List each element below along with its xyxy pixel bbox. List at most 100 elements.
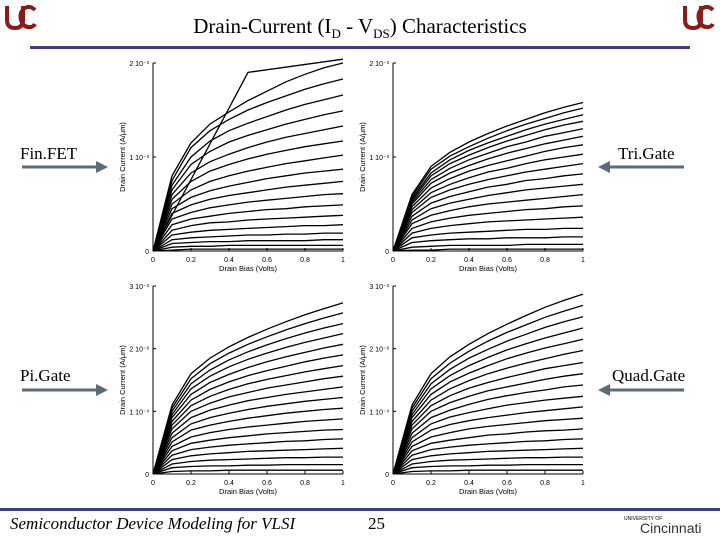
course-title: Semiconductor Device Modeling for VLSI: [10, 514, 296, 533]
iv-curve: [392, 438, 584, 475]
uc-logo-right: [683, 4, 715, 31]
arrow-left-icon: [598, 384, 684, 396]
iv-curve: [392, 327, 584, 475]
iv-curve: [152, 375, 344, 475]
y-axis-label: Drain Current (A/μm): [118, 122, 127, 192]
arrow-right-icon: [22, 161, 108, 173]
x-tick-label: 0.8: [540, 480, 550, 487]
iv-curve: [392, 153, 584, 252]
iv-curve: [152, 396, 344, 475]
iv-curve: [152, 456, 343, 475]
y-tick-label: 0: [385, 249, 389, 256]
arrow-left-icon: [598, 161, 684, 173]
iv-curve: [392, 183, 584, 252]
x-tick-label: 0.8: [300, 480, 310, 487]
x-tick-label: 1: [581, 257, 585, 264]
iv-curve: [392, 243, 583, 252]
y-tick-label: 1 10⁻³: [129, 409, 149, 416]
iv-curve: [392, 236, 583, 252]
iv-curve: [152, 463, 343, 475]
x-axis-label: Drain Bias (Volts): [459, 487, 517, 496]
iv-curve: [392, 193, 584, 252]
y-tick-label: 0: [385, 472, 389, 479]
y-tick-label: 1 10⁻³: [129, 155, 149, 162]
y-tick-label: 1 10⁻³: [369, 155, 389, 162]
cincinnati-logo: UNIVERSITY OF Cincinnati: [624, 516, 702, 536]
iv-curve: [152, 168, 344, 252]
x-tick-label: 0.6: [262, 480, 272, 487]
iv-curve: [392, 428, 584, 475]
iv-curve: [392, 463, 583, 475]
iv-curve: [152, 447, 344, 475]
iv-curve: [392, 417, 584, 475]
iv-curve: [392, 406, 584, 475]
iv-curve: [392, 316, 584, 475]
chart-finfet: 0 0.2 0.4 0.6 0.8 1 0 1 10⁻³ 2 10⁻³ Drain Bias (V…: [118, 58, 345, 273]
iv-curve: [392, 304, 584, 475]
iv-curve: [392, 349, 584, 475]
x-tick-label: 0.4: [464, 480, 474, 487]
iv-curve: [392, 128, 584, 252]
chart-pigate: 0 0.2 0.4 0.6 0.8 1 0 1 10⁻³ 2 10⁻³ 3 10⁻³ Drain B…: [118, 284, 345, 496]
iv-curve: [392, 384, 584, 475]
x-tick-label: 0: [391, 257, 395, 264]
chart-quadgate: 0 0.2 0.4 0.6 0.8 1 0 1 10⁻³ 2 10⁻³ 3 10⁻³ Drain B…: [358, 284, 585, 496]
iv-curve: [392, 227, 583, 252]
y-axis-label: Drain Current (A/μm): [118, 345, 127, 415]
x-tick-label: 0.4: [224, 257, 234, 264]
y-tick-label: 1 10⁻³: [369, 409, 389, 416]
iv-curve: [152, 418, 344, 475]
y-axis-label: Drain Current (A/μm): [358, 122, 367, 192]
iv-curve: [152, 78, 344, 252]
iv-curve: [392, 447, 584, 475]
iv-curve: [392, 216, 584, 252]
iv-curve: [392, 469, 583, 475]
iv-curve: [152, 125, 344, 252]
iv-curve: [392, 120, 584, 252]
y-tick-label: 2 10⁻³: [129, 347, 149, 354]
iv-curve: [152, 110, 344, 252]
y-tick-label: 3 10⁻³: [129, 284, 149, 291]
x-axis-label: Drain Bias (Volts): [219, 487, 277, 496]
iv-curve: [152, 302, 344, 475]
iv-curve: [392, 135, 584, 252]
footer-rule: [0, 508, 720, 511]
x-tick-label: 0.6: [502, 480, 512, 487]
iv-curve: [392, 173, 584, 252]
x-tick-label: 0.8: [300, 257, 310, 264]
x-tick-label: 0.6: [502, 257, 512, 264]
x-tick-label: 1: [581, 480, 585, 487]
iv-curve: [152, 180, 344, 252]
iv-curve: [152, 469, 343, 475]
iv-curve: [152, 94, 344, 252]
iv-curve: [152, 239, 343, 252]
x-tick-label: 0.2: [186, 257, 196, 264]
x-tick-label: 1: [341, 480, 345, 487]
iv-curve: [392, 114, 584, 252]
iv-curve: [392, 361, 584, 475]
iv-curve: [392, 205, 584, 252]
label-pigate: Pi.Gate: [20, 366, 71, 385]
chart-trigate: 0 0.2 0.4 0.6 0.8 1 0 1 10⁻³ 2 10⁻³ Drain Bias (V…: [358, 61, 585, 273]
x-tick-label: 0: [151, 257, 155, 264]
x-tick-label: 0.2: [186, 480, 196, 487]
iv-curve: [152, 204, 344, 252]
iv-curve: [392, 162, 584, 252]
iv-curve: [152, 214, 344, 252]
x-tick-label: 0.8: [540, 257, 550, 264]
iv-curve: [392, 395, 584, 475]
iv-curve: [152, 407, 344, 475]
x-tick-label: 0.4: [464, 257, 474, 264]
iv-curve: [392, 101, 584, 252]
label-quadgate: Quad.Gate: [612, 366, 686, 385]
iv-curve: [392, 248, 583, 252]
iv-curve: [152, 58, 344, 252]
x-tick-label: 1: [341, 257, 345, 264]
iv-curve: [152, 224, 344, 252]
iv-curve: [152, 354, 344, 475]
y-tick-label: 3 10⁻³: [369, 284, 389, 291]
iv-curve: [152, 322, 344, 475]
iv-curve: [152, 248, 343, 252]
y-tick-label: 0: [145, 249, 149, 256]
iv-curve: [152, 140, 344, 252]
